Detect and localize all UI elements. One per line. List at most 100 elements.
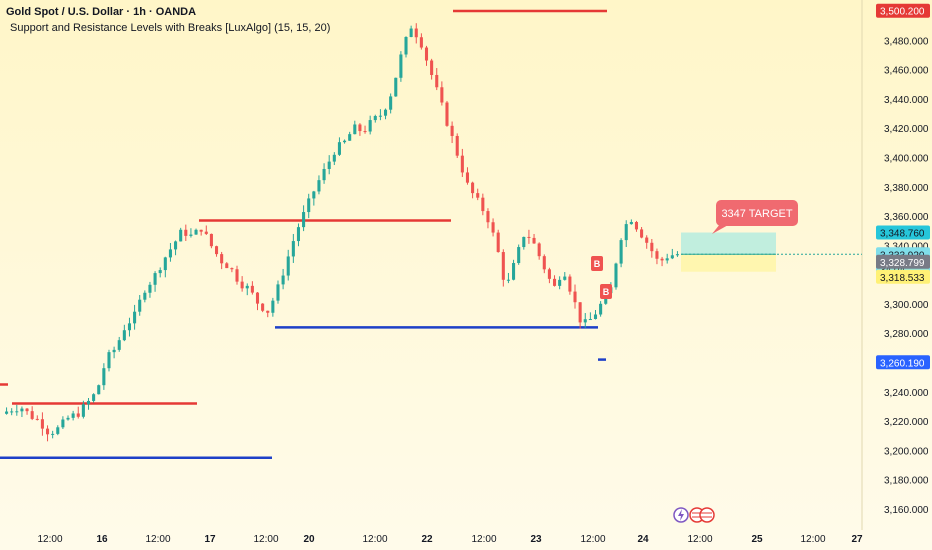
candle-body [71,413,75,418]
lightning-glyph [678,509,684,521]
candle-body [40,419,44,429]
y-tick-label: 3,300.000 [884,300,929,311]
candle-body [281,275,285,285]
candle-body [640,229,644,238]
chart-title: Gold Spot / U.S. Dollar · 1h · OANDA [6,6,197,18]
candle-body [552,278,557,286]
candle-body [143,292,147,300]
candle-body [537,243,541,257]
target-callout-text: 3347 TARGET [721,208,792,220]
stop-zone-box [681,254,776,272]
candle-body [363,131,367,133]
candle-body [501,252,505,280]
y-tick-label: 3,200.000 [884,446,929,457]
break-marker-label: B [603,287,610,297]
price-label-text: 3,328.799 [880,258,925,269]
candle-body [322,168,326,181]
candle-body [148,284,152,293]
candle-body [286,256,290,276]
candle-body [430,60,434,75]
candle-body [368,120,372,132]
candle-body [276,284,280,301]
candle-body [650,242,654,252]
candle-body [471,182,475,194]
candle-body [547,269,551,279]
y-tick-label: 3,460.000 [884,66,929,77]
y-tick-label: 3,480.000 [884,36,929,47]
candle-body [506,279,510,281]
y-tick-label: 3,360.000 [884,212,929,223]
y-tick-label: 3,280.000 [884,329,929,340]
candle-body [465,172,470,183]
candle-body [117,340,121,350]
candle-body [675,254,679,256]
candle-body [665,258,669,261]
candle-body [660,258,664,261]
candle-body [496,232,500,253]
candle-body [619,240,623,264]
candle-body [394,77,398,97]
candle-body [127,323,132,331]
candle-body [373,116,377,121]
candle-body [214,246,219,255]
x-tick-label: 12:00 [145,534,170,545]
candle-body [655,251,659,259]
candle-body [414,28,418,38]
candle-body [629,221,633,225]
x-tick-label: 16 [96,534,108,545]
candle-body [266,310,270,313]
candle-body [51,433,55,435]
candle-body [179,229,183,242]
break-marker-badge [591,256,603,271]
candle-body [634,221,639,230]
candle-body [450,125,454,136]
candle-body [15,411,19,413]
candle-body [327,161,331,169]
price-label-text: 3,348.760 [880,229,925,240]
y-tick-label: 3,240.000 [884,388,929,399]
y-tick-label: 3,400.000 [884,153,929,164]
candle-body [112,349,116,353]
candle-body [86,400,91,405]
candle-body [583,319,587,323]
x-tick-label: 17 [204,534,216,545]
y-tick-label: 3,340.000 [884,241,929,252]
candle-body [107,352,111,369]
candle-body [255,292,260,304]
candle-body [424,47,429,61]
candle-body [122,330,126,341]
x-tick-label: 12:00 [580,534,605,545]
candle-body [383,109,388,116]
x-tick-label: 12:00 [37,534,62,545]
candle-body [220,254,224,264]
candle-body [56,427,60,434]
us-flag-icon [699,507,715,523]
candle-body [476,193,480,198]
candle-body [271,300,275,313]
x-tick-label: 12:00 [471,534,496,545]
candle-body [332,154,336,162]
candle-body [133,311,137,324]
candle-body [92,394,96,401]
candle-body [30,411,34,419]
candle-body [532,237,536,244]
candle-body [20,408,24,412]
candle-body [225,263,229,269]
candle-body [245,285,249,289]
candle-body [25,408,29,412]
candle-body [194,229,198,235]
candle-body [670,255,674,259]
candle-body [481,197,485,212]
candle-body [522,236,526,248]
candle-body [76,413,80,417]
candle-body [168,249,172,258]
price-label-badge [876,269,930,284]
candle-body [558,279,562,286]
candle-body [542,256,546,270]
candle-body [343,140,347,143]
candle-body [573,291,577,303]
target-zone-box [681,232,776,255]
candle-body [45,428,50,435]
